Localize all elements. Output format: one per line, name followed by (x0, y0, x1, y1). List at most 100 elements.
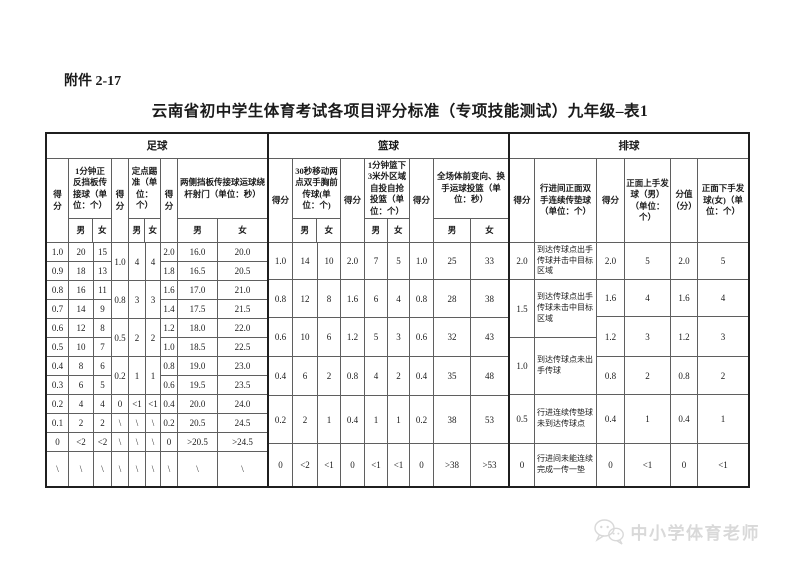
gender-header-row: 男女 (293, 218, 340, 242)
event-name: 两侧挡板传接球运球绕杆射门（单位：秒） (180, 177, 266, 199)
female-cell: 4 (146, 243, 160, 281)
score-cell: 0.2 (47, 395, 68, 414)
column-header: 正面下手发球(女)（单位：个） (701, 183, 745, 217)
table-column: 5 4 3 2 1 <1 (698, 243, 748, 486)
male-cell: 2 (69, 414, 93, 433)
male-cell: >38 (444, 460, 460, 470)
value-cell: 0 (681, 460, 687, 470)
female-cell: 4 (94, 395, 111, 414)
male-cell: 38 (434, 396, 470, 444)
score-cell: \ (112, 414, 128, 433)
section-header: 得分 行进间正面双手连续传垫球（单位：个） 得分 正面上手发球（男）（单位：个） 分值（… (510, 159, 748, 243)
male-cell: 12 (69, 319, 93, 338)
male-cell: 7 (365, 243, 387, 280)
score-cell: 0 (161, 433, 177, 452)
female-cell: 23.5 (218, 376, 267, 395)
male-header: 男 (434, 219, 471, 242)
score-cell: 0 (608, 460, 613, 470)
event-header-group: 全场体前变向、换手运球投篮（单位：秒）男女 (434, 159, 508, 242)
score-header: 得 分 (161, 159, 178, 242)
score-cell: 0.6 (410, 318, 433, 357)
male-cell: 16.5 (178, 262, 217, 281)
score-cell: 1.0 (161, 338, 177, 357)
female-cell: <2 (94, 433, 111, 452)
male-cell: 32 (434, 318, 470, 357)
score-cell: 1.0 (269, 243, 292, 280)
male-header: 男 (129, 219, 146, 242)
score-cell: 1.0 (112, 243, 128, 281)
event-name: 定点踢准（单位：个） (131, 165, 158, 210)
score-cell: 2.0 (597, 243, 624, 280)
event-name: 1分钟正反挡板传接球（单位：个） (72, 165, 107, 210)
score-cell: 0 (519, 460, 525, 470)
column-header: 行进间正面双手连续传垫球（单位：个） (535, 159, 597, 242)
score-cell: 0.8 (47, 281, 68, 300)
score-cell: 2.0 (510, 243, 534, 280)
male-cell: 16 (69, 281, 93, 300)
table-column: 7 6 5 4 1 <1 (365, 243, 388, 486)
female-cell: 2 (146, 319, 160, 357)
score-cell: 0.2 (161, 414, 177, 433)
female-header: 女 (238, 224, 247, 235)
table-column: 20.0 20.5 21.0 21.5 22.0 22.5 23.0 23.5 24.0 24.5… (218, 243, 267, 486)
table-column: 1.0 0.9 0.8 0.7 0.6 0.5 0.4 0.3 0.2 0.1 0 \ (47, 243, 69, 486)
female-cell: 8 (94, 319, 111, 338)
score-cell: 0.4 (47, 357, 68, 376)
male-cell: 14 (293, 243, 317, 280)
score-cell: 0.4 (161, 395, 177, 414)
page-title: 云南省初中学生体育考试各项目评分标准（专项技能测试）九年级–表1 (151, 103, 649, 120)
score-cell: 0.2 (410, 396, 433, 444)
score-cell: 1.4 (161, 300, 177, 319)
male-cell: \ (129, 414, 145, 433)
section-body: 1.0 0.8 0.6 0.4 0.2 0 14 12 10 6 2 <2 10 8 6 2 1 <1 2.0 1.6… (269, 243, 508, 486)
male-cell: \ (79, 464, 83, 474)
table-column: 2.0 1.8 1.6 1.4 1.2 1.0 0.8 0.6 0.4 0.2 0 \ (161, 243, 178, 486)
table-column: 1.0 0.8 0.6 0.4 0.2 0 (410, 243, 434, 486)
female-header: 女 (393, 224, 403, 235)
score-cell: 1.2 (597, 317, 624, 357)
event-header-group: 1分钟篮下3米外区域自投自抢投篮（单位：个） 男女 (365, 159, 410, 242)
value-cell: 0.4 (671, 395, 697, 444)
section-title: 足球 (47, 134, 267, 159)
score-cell: 1.8 (161, 262, 177, 281)
male-cell: 5 (625, 243, 670, 280)
score-cell: 0.8 (161, 357, 177, 376)
female-cell: 21.5 (218, 300, 267, 319)
male-cell: 6 (293, 357, 317, 396)
score-cell: 1.5 (510, 280, 534, 338)
score-cell: 2.0 (341, 243, 364, 280)
section-volleyball: 排球 得分 行进间正面双手连续传垫球（单位：个） 得分 正面上手发球（男）（单位：个）分… (510, 134, 748, 486)
male-cell: <1 (129, 395, 145, 414)
section-title: 篮球 (269, 134, 508, 159)
table-column: 4 3 2 1 <1 \ \ \ (146, 243, 161, 486)
female-cell: \ (101, 464, 104, 474)
table-column: 2.0 1.5 1.0 0.5 0 (510, 243, 535, 486)
section-body: 1.0 0.9 0.8 0.7 0.6 0.5 0.4 0.3 0.2 0.1 0 \ 20 18 16 14… (47, 243, 267, 486)
event-name: 1分钟篮下3米外区域自投自抢投篮（单位：个） (367, 160, 407, 216)
score-header: 得分 (341, 159, 365, 242)
value-cell: 1.2 (671, 317, 697, 357)
score-cell: \ (118, 464, 122, 474)
male-cell: \ (135, 464, 139, 474)
score-cell: \ (167, 464, 171, 474)
score-cell: 1.0 (510, 338, 534, 395)
male-header: 男 (365, 219, 388, 242)
female-cell: 2 (94, 414, 111, 433)
male-cell: >20.5 (178, 433, 217, 452)
male-cell: 6 (365, 280, 387, 318)
score-cell: 0.8 (597, 357, 624, 395)
event-name: 30秒移动两点双手胸前传球(单位：个) (295, 165, 338, 210)
female-cell: 5 (698, 243, 748, 280)
score-cell: \ (112, 433, 128, 452)
score-cell: 1.6 (161, 281, 177, 300)
female-cell: <1 (146, 395, 160, 414)
male-cell: 28 (434, 280, 470, 318)
gender-header-row: 男女 (178, 218, 267, 242)
column-header: 得分 (597, 159, 625, 242)
score-cell: 0.1 (47, 414, 68, 433)
score-cell: 1.0 (47, 243, 68, 262)
male-cell: 10 (69, 338, 93, 357)
female-cell: 5 (94, 376, 111, 395)
male-cell: 3 (129, 281, 145, 319)
watermark: 中小学体育老师 (593, 518, 761, 545)
